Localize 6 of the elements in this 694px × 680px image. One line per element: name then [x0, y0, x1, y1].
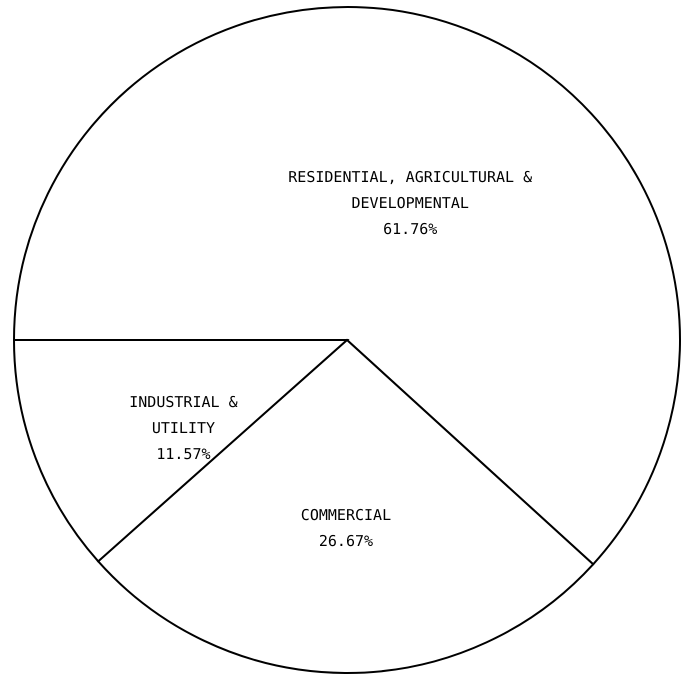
slice-label: RESIDENTIAL, AGRICULTURAL & DEVELOPMENTAL: [288, 168, 532, 212]
slice-label: COMMERCIAL: [300, 506, 392, 524]
data-label: 26.67%: [318, 532, 374, 550]
slice-label: INDUSTRIAL & UTILITY: [129, 393, 238, 438]
data-label: 11.57%: [156, 445, 211, 464]
data-label: 61.76%: [383, 220, 438, 238]
